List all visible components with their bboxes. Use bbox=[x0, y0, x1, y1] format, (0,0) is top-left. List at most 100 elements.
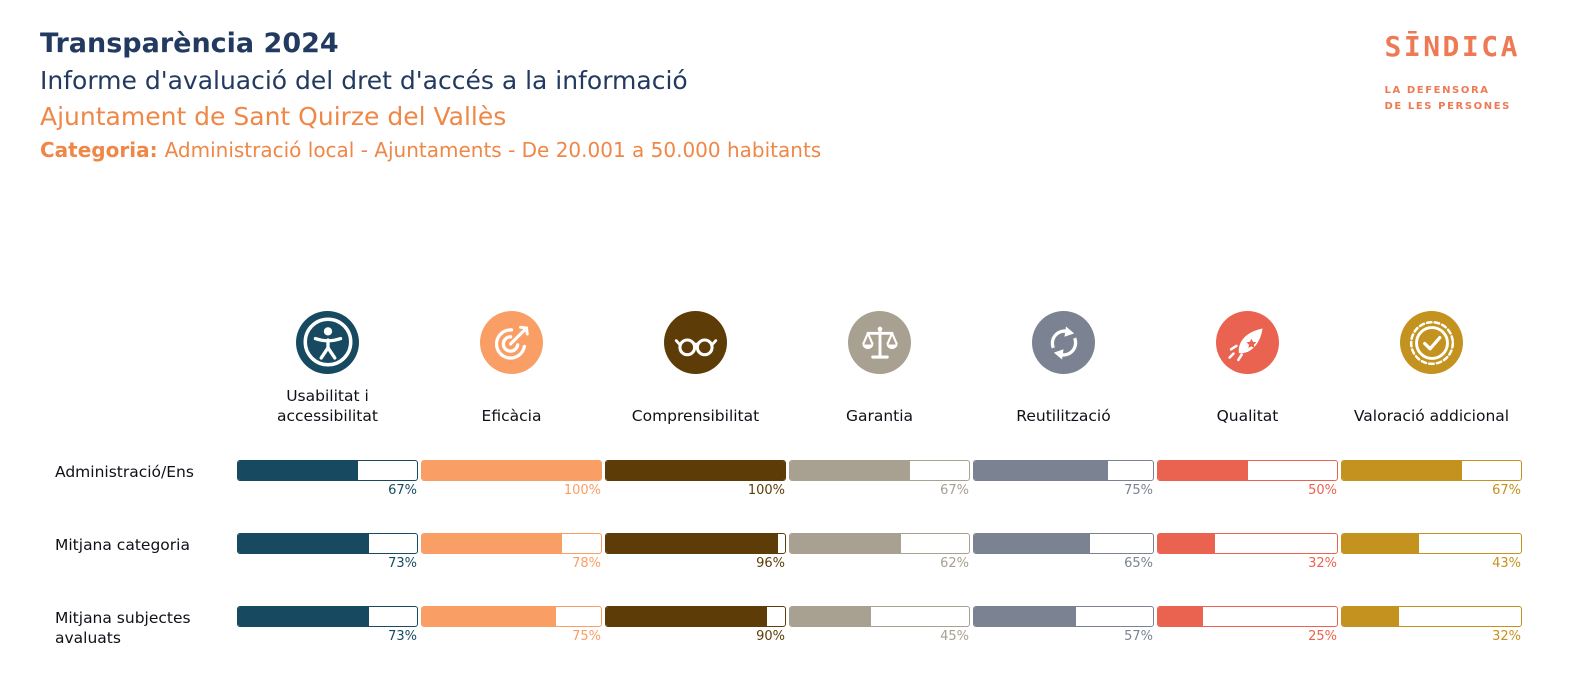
rocket-icon bbox=[1216, 311, 1279, 374]
column-label: Usabilitat i accessibilitat bbox=[277, 386, 378, 425]
bar-cell: 32% bbox=[1341, 606, 1522, 645]
progress-bar-fill bbox=[238, 607, 369, 626]
bar-value-label: 57% bbox=[1124, 629, 1153, 644]
row-label: Mitjana subjectes avaluats bbox=[55, 609, 191, 648]
progress-bar-fill bbox=[606, 607, 768, 626]
bar-cell: 96% bbox=[605, 533, 786, 572]
progress-bar bbox=[973, 460, 1154, 481]
progress-bar-fill bbox=[1158, 461, 1248, 480]
progress-bar-fill bbox=[790, 607, 871, 626]
progress-bar-fill bbox=[1342, 534, 1419, 553]
bar-value-label: 62% bbox=[940, 556, 969, 571]
column-label: Eficàcia bbox=[481, 406, 542, 425]
category-value: Administració local - Ajuntaments - De 2… bbox=[164, 138, 822, 162]
bar-cell: 75% bbox=[421, 606, 602, 645]
progress-bar bbox=[973, 606, 1154, 627]
progress-bar bbox=[421, 460, 602, 481]
chart-column-headers: Usabilitat i accessibilitat Eficàcia Compr… bbox=[40, 300, 1525, 426]
bar-value-label: 78% bbox=[572, 556, 601, 571]
bar-value-label: 100% bbox=[747, 483, 785, 498]
progress-bar-fill bbox=[606, 461, 785, 480]
progress-bar bbox=[1341, 606, 1522, 627]
bar-cell: 32% bbox=[1157, 533, 1338, 572]
bar-cell: 67% bbox=[237, 460, 418, 499]
progress-bar bbox=[789, 533, 970, 554]
chart-row: Mitjana categoria 73% 78% 96% 62% 65% 32% 43% bbox=[40, 533, 1525, 572]
recycle-icon bbox=[1032, 311, 1095, 374]
bar-cell: 73% bbox=[237, 606, 418, 645]
chart-row: Mitjana subjectes avaluats 73% 75% 90% 45% 57… bbox=[40, 606, 1525, 648]
column-label: Garantia bbox=[845, 406, 914, 425]
column-label: Qualitat bbox=[1216, 406, 1279, 425]
glasses-icon bbox=[664, 311, 727, 374]
row-label: Administració/Ens bbox=[55, 463, 194, 481]
progress-bar-fill bbox=[238, 461, 358, 480]
progress-bar bbox=[1157, 606, 1338, 627]
bar-cell: 67% bbox=[789, 460, 970, 499]
bar-value-label: 75% bbox=[572, 629, 601, 644]
accessibility-icon bbox=[296, 310, 359, 374]
progress-bar-fill bbox=[422, 607, 557, 626]
progress-bar-fill bbox=[974, 461, 1109, 480]
category-label: Categoria: bbox=[40, 138, 158, 162]
progress-bar bbox=[605, 460, 786, 481]
transparency-chart: Usabilitat i accessibilitat Eficàcia Compr… bbox=[40, 300, 1525, 648]
bar-cell: 57% bbox=[973, 606, 1154, 645]
progress-bar bbox=[789, 606, 970, 627]
progress-bar-fill bbox=[1158, 607, 1203, 626]
bar-value-label: 45% bbox=[940, 629, 969, 644]
bar-value-label: 73% bbox=[388, 556, 417, 571]
chart-column-header: Usabilitat i accessibilitat bbox=[237, 300, 418, 426]
bar-cell: 100% bbox=[605, 460, 786, 499]
progress-bar-fill bbox=[790, 461, 910, 480]
progress-bar bbox=[237, 460, 418, 481]
progress-bar bbox=[605, 533, 786, 554]
bar-cell: 75% bbox=[973, 460, 1154, 499]
progress-bar-fill bbox=[1342, 607, 1400, 626]
bar-cell: 73% bbox=[237, 533, 418, 572]
bar-value-label: 67% bbox=[1492, 483, 1521, 498]
progress-bar bbox=[605, 606, 786, 627]
progress-bar-fill bbox=[1342, 461, 1462, 480]
bar-value-label: 43% bbox=[1492, 556, 1521, 571]
bar-value-label: 67% bbox=[940, 483, 969, 498]
bar-value-label: 100% bbox=[563, 483, 601, 498]
bar-cell: 67% bbox=[1341, 460, 1522, 499]
target-icon bbox=[480, 311, 543, 374]
progress-bar bbox=[1341, 533, 1522, 554]
chart-rows: Administració/Ens 67% 100% 100% 67% 75% 50% 67%… bbox=[40, 460, 1525, 648]
logo-wordmark: SĪNDICA bbox=[1384, 30, 1520, 63]
progress-bar-fill bbox=[974, 534, 1091, 553]
progress-bar bbox=[421, 606, 602, 627]
bar-value-label: 67% bbox=[388, 483, 417, 498]
bar-value-label: 32% bbox=[1308, 556, 1337, 571]
bar-value-label: 32% bbox=[1492, 629, 1521, 644]
badge-check-icon bbox=[1400, 311, 1463, 374]
entity-name: Ajuntament de Sant Quirze del Vallès bbox=[40, 102, 507, 131]
progress-bar-fill bbox=[606, 534, 778, 553]
progress-bar bbox=[237, 606, 418, 627]
bar-cell: 78% bbox=[421, 533, 602, 572]
chart-column-header: Garantia bbox=[789, 300, 970, 426]
progress-bar-fill bbox=[422, 534, 562, 553]
progress-bar bbox=[1157, 460, 1338, 481]
progress-bar bbox=[1157, 533, 1338, 554]
chart-column-header: Qualitat bbox=[1157, 300, 1338, 426]
bar-cell: 65% bbox=[973, 533, 1154, 572]
row-label: Mitjana categoria bbox=[55, 536, 190, 554]
sindica-logo: SĪNDICA LA DEFENSORA DE LES PERSONES bbox=[1384, 30, 1520, 114]
bar-cell: 43% bbox=[1341, 533, 1522, 572]
bar-cell: 25% bbox=[1157, 606, 1338, 645]
progress-bar-fill bbox=[974, 607, 1077, 626]
logo-tagline-line1: LA DEFENSORA bbox=[1384, 85, 1490, 96]
progress-bar bbox=[237, 533, 418, 554]
logo-tagline: LA DEFENSORA DE LES PERSONES bbox=[1384, 83, 1520, 114]
progress-bar-fill bbox=[238, 534, 369, 553]
bar-value-label: 90% bbox=[756, 629, 785, 644]
progress-bar-fill bbox=[1158, 534, 1216, 553]
progress-bar bbox=[421, 533, 602, 554]
bar-cell: 62% bbox=[789, 533, 970, 572]
chart-column-header: Valoració addicional bbox=[1341, 300, 1522, 426]
progress-bar-fill bbox=[790, 534, 901, 553]
page-title: Transparència 2024 bbox=[40, 28, 339, 59]
